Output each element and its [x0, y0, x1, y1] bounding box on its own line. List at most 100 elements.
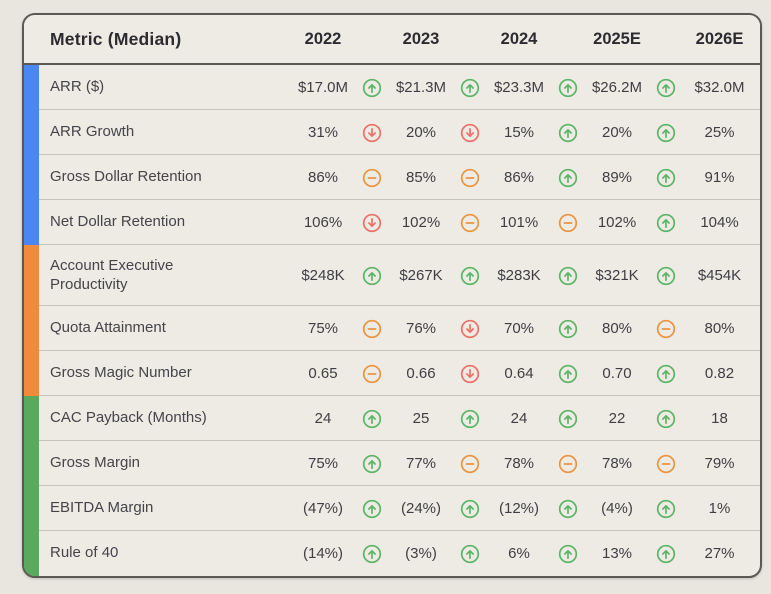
trend-flat-icon — [653, 319, 679, 339]
column-header-metric: Metric (Median) — [50, 28, 182, 49]
metric-label-text: EBITDA Margin — [50, 499, 154, 517]
metric-value-2023: $267K — [399, 267, 443, 284]
table-row: Rule of 40 (14%) (3%) 6% 13% 27% — [24, 531, 760, 576]
metric-value-2022: 31% — [307, 124, 339, 141]
table-row: ARR Growth 31% 20% 15% 20% 25% — [24, 110, 760, 155]
trend-flat-icon — [555, 454, 581, 474]
metric-value-2025E: $321K — [595, 267, 639, 284]
trend-up-icon — [457, 544, 483, 564]
metric-value-2026E: 25% — [704, 124, 735, 141]
trend-up-icon — [653, 168, 679, 188]
metric-value-2022: (47%) — [302, 500, 343, 517]
metric-label-text: Quota Attainment — [50, 319, 166, 337]
metric-value-2026E: 0.82 — [704, 365, 735, 382]
metric-label-text: Rule of 40 — [50, 544, 119, 562]
metric-label-text: Gross Magic Number — [50, 364, 192, 382]
group-color-bar-blue — [24, 65, 39, 110]
group-color-bar-orange — [24, 351, 39, 396]
metric-value-2024: 24 — [510, 410, 528, 427]
metric-value-2025E: 20% — [601, 124, 633, 141]
table-row: EBITDA Margin (47%) (24%) (12%) (4%) 1% — [24, 486, 760, 531]
trend-up-icon — [653, 266, 679, 286]
metric-value-2025E: 0.70 — [602, 365, 632, 382]
table-header-row: Metric (Median) 2022 2023 2024 2025E 202… — [24, 15, 760, 65]
trend-up-icon — [555, 266, 581, 286]
trend-up-icon — [555, 499, 581, 519]
trend-up-icon — [555, 168, 581, 188]
metric-value-2023: (3%) — [405, 545, 437, 562]
column-header-2026e: 2026E — [695, 29, 744, 48]
metric-value-2022: 75% — [307, 455, 339, 472]
metric-label: Net Dollar Retention — [24, 213, 254, 232]
metric-value-2022: (14%) — [302, 545, 343, 562]
column-header-2022: 2022 — [304, 29, 342, 48]
metric-value-2022: $17.0M — [297, 79, 349, 96]
metric-value-2024: 70% — [503, 320, 535, 337]
trend-flat-icon — [359, 168, 385, 188]
trend-up-icon — [555, 78, 581, 98]
metric-value-2026E: 91% — [704, 169, 735, 186]
table-row: CAC Payback (Months) 24 25 24 22 18 — [24, 396, 760, 441]
trend-up-icon — [359, 78, 385, 98]
metric-value-2024: (12%) — [498, 500, 539, 517]
metric-value-2024: 101% — [499, 214, 539, 231]
metric-value-2026E: 104% — [700, 214, 739, 231]
trend-up-icon — [359, 266, 385, 286]
trend-up-icon — [653, 544, 679, 564]
trend-up-icon — [653, 123, 679, 143]
metric-value-2024: 15% — [503, 124, 535, 141]
metric-value-2023: $21.3M — [395, 79, 447, 96]
metric-value-2026E: 79% — [704, 455, 735, 472]
metric-value-2022: 106% — [303, 214, 343, 231]
trend-up-icon — [359, 409, 385, 429]
metric-value-2026E: 80% — [704, 320, 735, 337]
trend-up-icon — [653, 213, 679, 233]
trend-up-icon — [653, 364, 679, 384]
metrics-table-card: Metric (Median) 2022 2023 2024 2025E 202… — [22, 13, 762, 578]
trend-up-icon — [653, 499, 679, 519]
metric-value-2025E: (4%) — [601, 500, 633, 517]
metric-label-text: ARR ($) — [50, 78, 105, 96]
trend-flat-icon — [457, 454, 483, 474]
metric-label: Rule of 40 — [24, 544, 254, 563]
metric-value-2022: 86% — [307, 169, 339, 186]
group-color-bar-blue — [24, 110, 39, 155]
trend-up-icon — [653, 78, 679, 98]
metric-value-2025E: 89% — [601, 169, 633, 186]
metric-label: Gross Magic Number — [24, 364, 254, 383]
metric-label: Account Executive Productivity — [24, 257, 254, 295]
column-header-2023: 2023 — [402, 29, 440, 48]
metric-label: CAC Payback (Months) — [24, 409, 254, 428]
table-row: Quota Attainment 75% 76% 70% 80% 80% — [24, 306, 760, 351]
metric-value-2025E: 102% — [597, 214, 637, 231]
trend-flat-icon — [359, 319, 385, 339]
metric-label: ARR Growth — [24, 123, 254, 142]
trend-flat-icon — [359, 364, 385, 384]
table-row: Gross Magic Number 0.65 0.66 0.64 0.70 0.82 — [24, 351, 760, 396]
trend-down-icon — [359, 213, 385, 233]
trend-down-icon — [457, 364, 483, 384]
metric-value-2024: 0.64 — [504, 365, 534, 382]
column-header-2025e: 2025E — [593, 29, 641, 48]
metric-label-text: CAC Payback (Months) — [50, 409, 207, 427]
metric-value-2026E: $454K — [697, 267, 742, 284]
metric-value-2025E: 22 — [608, 410, 626, 427]
trend-up-icon — [555, 409, 581, 429]
metric-value-2023: (24%) — [400, 500, 441, 517]
metric-value-2026E: 27% — [704, 545, 735, 562]
metric-value-2026E: $32.0M — [694, 79, 745, 96]
metric-value-2023: 77% — [405, 455, 437, 472]
metric-value-2025E: 80% — [601, 320, 633, 337]
trend-down-icon — [359, 123, 385, 143]
metric-value-2023: 0.66 — [406, 365, 436, 382]
trend-up-icon — [555, 544, 581, 564]
trend-down-icon — [457, 123, 483, 143]
metric-value-2023: 85% — [405, 169, 437, 186]
column-header-2024: 2024 — [500, 29, 538, 48]
table-row: ARR ($) $17.0M $21.3M $23.3M $26.2M $32.0M — [24, 65, 760, 110]
trend-flat-icon — [555, 213, 581, 233]
group-color-bar-green — [24, 441, 39, 486]
metric-value-2024: 86% — [503, 169, 535, 186]
group-color-bar-orange — [24, 245, 39, 306]
